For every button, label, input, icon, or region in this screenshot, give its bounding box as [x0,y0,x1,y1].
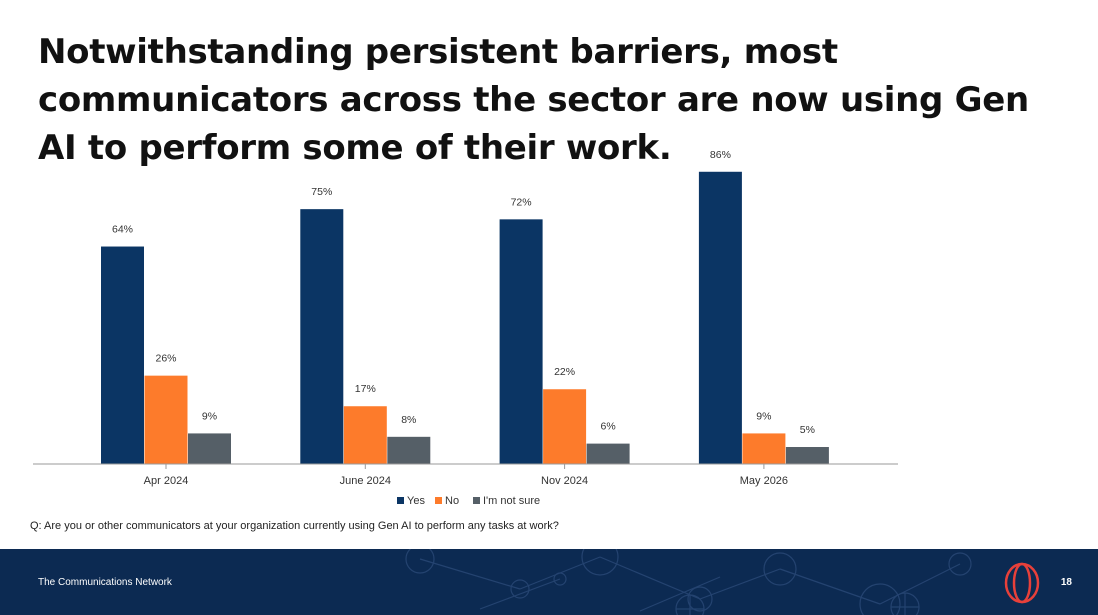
legend-swatch-no [435,497,442,504]
data-label: 22% [554,366,575,378]
legend-label-no: No [445,495,459,507]
x-tick-label: June 2024 [340,475,391,487]
data-label: 64% [112,224,133,236]
data-label: 26% [155,353,176,365]
data-label: 72% [511,196,532,208]
x-tick-label: May 2026 [740,475,788,487]
slide-title: Notwithstanding persistent barriers, mos… [38,32,1029,168]
bar-i-m-not-sure-june-2024 [387,436,431,464]
legend-swatch-yes [397,497,404,504]
bar-chart: 64% 26% 9% Apr 2024 75% 17% 8% June 2024 72% 22% 6… [33,149,898,507]
footer-org-name: The Communications Network [38,577,172,588]
data-label: 9% [756,410,771,422]
legend-label-yes: Yes [407,495,425,507]
network-logo-icon [1004,562,1040,604]
x-tick-label: Nov 2024 [541,475,588,487]
data-label: 6% [601,421,616,433]
data-label: 9% [202,410,217,422]
data-label: 86% [710,149,731,161]
bar-no-apr-2024 [144,375,188,464]
data-label: 8% [401,414,416,426]
bar-yes-june-2024 [300,209,344,464]
bar-no-may-2026 [742,433,786,464]
bar-i-m-not-sure-apr-2024 [188,433,231,464]
bar-no-nov-2024 [543,389,587,464]
data-label: 17% [355,383,376,395]
bar-yes-may-2026 [698,171,742,464]
footer-bar: The Communications Network 18 [0,549,1098,615]
data-label: 5% [800,424,815,436]
network-pattern-decoration [405,549,972,615]
legend-label-i-m-not-sure: I'm not sure [483,495,540,507]
bar-i-m-not-sure-may-2026 [785,447,829,464]
data-label: 75% [311,186,332,198]
bar-no-june-2024 [343,406,387,464]
survey-question: Q: Are you or other communicators at you… [30,520,559,532]
legend-swatch-i-m-not-sure [473,497,480,504]
bar-i-m-not-sure-nov-2024 [586,443,630,464]
page-number: 18 [1060,577,1072,588]
x-tick-label: Apr 2024 [144,475,189,487]
bar-yes-nov-2024 [499,219,543,464]
bar-yes-apr-2024 [101,246,144,464]
